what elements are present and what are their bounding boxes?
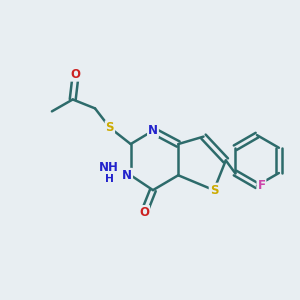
- Text: F: F: [257, 179, 266, 192]
- Text: N: N: [148, 124, 158, 137]
- Text: O: O: [71, 68, 81, 81]
- Text: H: H: [105, 174, 114, 184]
- Text: NH: NH: [98, 161, 118, 174]
- Text: N: N: [122, 169, 132, 182]
- Text: S: S: [210, 184, 218, 196]
- Text: O: O: [139, 206, 149, 219]
- Text: S: S: [106, 121, 114, 134]
